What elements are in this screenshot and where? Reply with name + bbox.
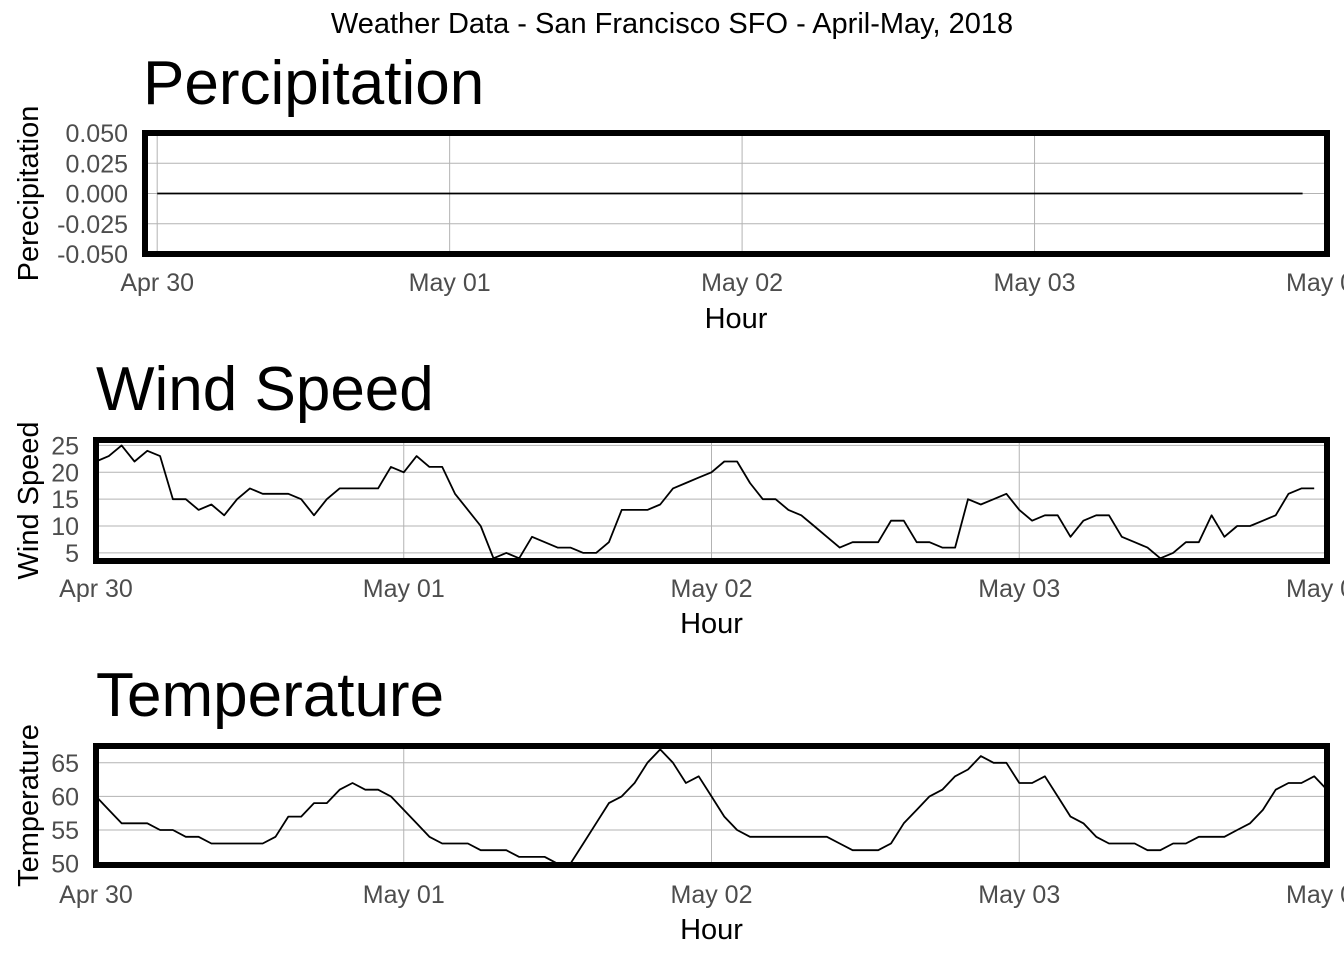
percipitation-y-tick-label: 0.025 [65,150,128,178]
percipitation-y-tick-label: 0.000 [65,181,128,209]
temperature-y-tick-label: 55 [51,817,79,845]
temperature-plot-frame [93,743,1330,868]
wind-speed-plot-frame [93,437,1330,564]
wind-speed-y-axis-label: Wind Speed [13,422,45,580]
percipitation-plot-frame [142,130,1330,257]
temperature-y-tick-label: 65 [51,750,79,778]
percipitation-x-tick-label: May 01 [409,269,491,297]
percipitation-y-tick-label: -0.050 [57,241,128,269]
percipitation-title: Percipitation [143,49,484,118]
percipitation-y-axis-label: Perecipitation [13,106,45,282]
temperature-x-axis-label: Hour [680,914,743,946]
percipitation-x-tick-label: Apr 30 [120,269,194,297]
percipitation-y-tick-label: -0.025 [57,211,128,239]
figure-title: Weather Data - San Francisco SFO - April… [331,8,1013,40]
wind-speed-x-tick-label: May 01 [363,575,445,603]
temperature-y-axis-label: Temperature [13,724,45,887]
percipitation-x-tick-label: May 02 [701,269,783,297]
wind-speed-title: Wind Speed [96,355,434,424]
temperature-x-tick-label: May 03 [978,881,1060,909]
percipitation-x-tick-label: May 04 [1286,269,1344,297]
temperature-y-tick-label: 50 [51,851,79,879]
temperature-x-tick-label: Apr 30 [59,881,133,909]
temperature-x-tick-label: May 01 [363,881,445,909]
temperature-x-tick-label: May 04 [1286,881,1344,909]
percipitation-y-tick-label: 0.050 [65,120,128,148]
temperature-series-line [95,748,1328,865]
wind-speed-y-tick-label: 25 [51,432,79,460]
wind-speed-y-tick-label: 20 [51,459,79,487]
temperature-panel: Temperature Apr 30 May 01 May 02 May 03 May 0… [13,661,1344,946]
wind-speed-x-tick-label: May 04 [1286,575,1344,603]
wind-speed-panel: Wind Speed Apr 30 May 01 May 02 May 03 May 04… [13,355,1344,640]
temperature-title: Temperature [96,661,444,730]
wind-speed-x-tick-label: May 03 [978,575,1060,603]
percipitation-x-axis-label: Hour [705,303,768,335]
wind-speed-y-tick-label: 10 [51,513,79,541]
percipitation-x-tick-label: May 03 [994,269,1076,297]
wind-speed-series-line [95,444,1315,560]
temperature-y-tick-label: 60 [51,783,79,811]
temperature-x-tick-label: May 02 [671,881,753,909]
wind-speed-x-tick-label: May 02 [671,575,753,603]
wind-speed-y-tick-label: 5 [65,540,79,568]
wind-speed-y-tick-label: 15 [51,486,79,514]
percipitation-panel: Percipitation Apr 30 May 01 May 02 May 03 May… [13,49,1344,335]
wind-speed-x-tick-label: Apr 30 [59,575,133,603]
wind-speed-x-axis-label: Hour [680,608,743,640]
